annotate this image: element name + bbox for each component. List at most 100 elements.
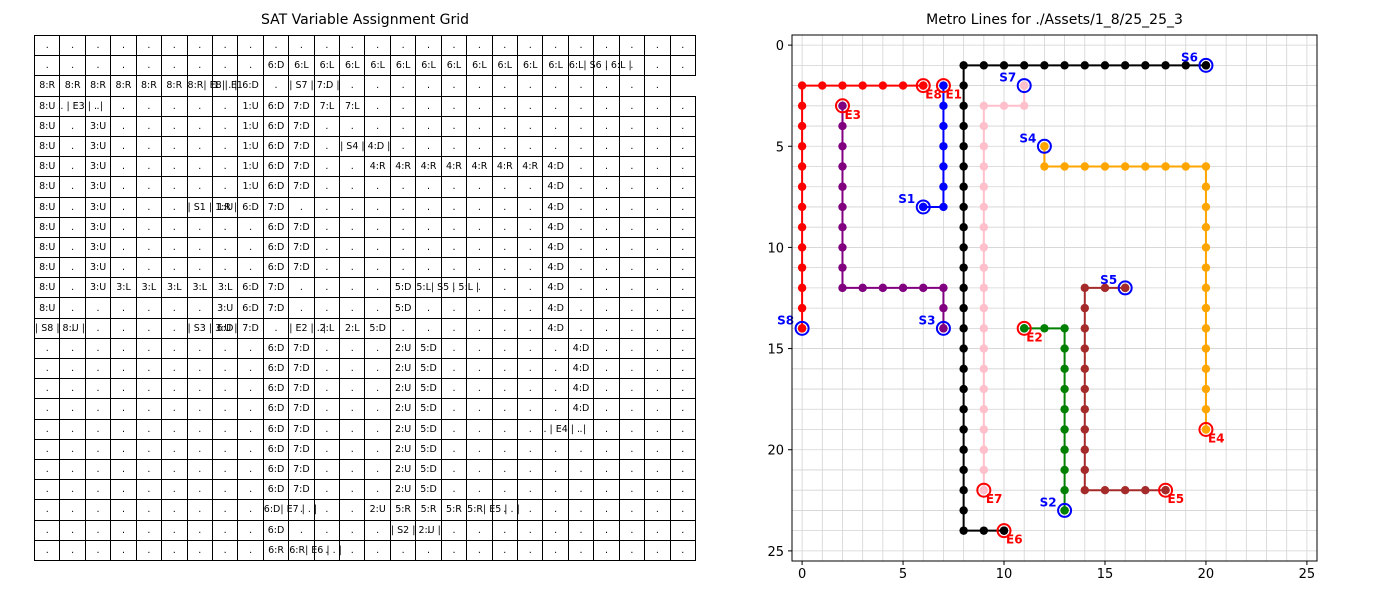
plot-frame	[791, 34, 1318, 562]
end-label: E1	[945, 88, 962, 102]
station-dot	[1080, 405, 1089, 414]
station-dot	[898, 81, 908, 90]
station-dot	[1201, 182, 1211, 191]
grid-row: 8:U. | E3 | . |...... 1:U 6:D 7:D 7:L 7:L....…	[33, 95, 697, 117]
station-dot	[1181, 162, 1190, 171]
station-dot	[1201, 162, 1211, 171]
station-dot	[1060, 324, 1069, 333]
station-dot	[1060, 405, 1069, 414]
station-dot	[797, 243, 807, 252]
start-marker	[1198, 57, 1214, 73]
start-marker	[1057, 502, 1073, 518]
station-dot	[838, 162, 847, 171]
station-dot	[1060, 445, 1069, 454]
station-dot	[1080, 324, 1089, 333]
station-dot	[1201, 222, 1211, 232]
station-dot	[939, 142, 948, 151]
grid-cell: .	[644, 539, 671, 562]
start-marker	[915, 199, 931, 215]
start-marker-fill	[1120, 283, 1130, 293]
start-label: S1	[898, 192, 915, 206]
station-dot	[939, 283, 948, 293]
end-marker-fill	[979, 485, 989, 495]
station-dot	[797, 182, 807, 191]
station-dot	[1020, 61, 1029, 70]
y-tick-label: 15	[767, 343, 784, 358]
station-dot	[979, 101, 989, 111]
station-dot	[1060, 425, 1069, 434]
station-dot	[959, 222, 968, 232]
station-dot	[979, 465, 989, 475]
x-tick-label: 20	[1198, 567, 1215, 582]
station-dot	[838, 142, 847, 151]
station-dot	[797, 303, 807, 313]
station-dot	[1201, 405, 1211, 414]
start-marker-fill	[1201, 61, 1211, 70]
station-dot	[979, 162, 989, 171]
station-dot	[1120, 485, 1130, 495]
station-dot	[838, 222, 847, 232]
grid-row: ......... 6:D 7:D... 2:U 5:D..........	[33, 438, 697, 460]
station-dot	[1080, 485, 1089, 495]
station-dot	[959, 101, 968, 111]
station-dot	[1201, 263, 1211, 272]
station-dot	[838, 243, 847, 252]
station-dot	[959, 364, 968, 374]
y-tick-label: 10	[767, 241, 784, 256]
station-dot	[959, 81, 968, 90]
end-marker	[935, 78, 951, 94]
station-dot	[1161, 162, 1170, 171]
grid-row: 8:U. 3:U... | S1 | 1:R | 1:U 6:D 7:D.........…	[33, 196, 697, 218]
station-dot	[1080, 445, 1089, 454]
end-label: E2	[1026, 330, 1043, 344]
start-marker-fill	[1040, 142, 1049, 151]
start-label: S3	[918, 313, 935, 327]
start-label: S5	[1100, 273, 1117, 287]
grid-cell: .	[669, 519, 697, 541]
grid-row: 8:U. 3:U...... 6:D 7:D......... 4:D.....	[33, 257, 697, 279]
station-dot	[1060, 162, 1069, 171]
end-marker	[915, 78, 931, 94]
station-dot	[919, 283, 928, 293]
station-dot	[838, 283, 847, 293]
station-dot	[1201, 344, 1211, 353]
station-dot	[898, 283, 908, 293]
grid-row: ......... 6:D.... | S2 | 2:U |...........	[33, 519, 697, 541]
station-dot	[979, 182, 989, 191]
start-marker-fill	[939, 324, 948, 333]
station-dot	[979, 142, 989, 151]
station-dot	[1141, 162, 1150, 171]
x-tick-label: 25	[1299, 567, 1316, 582]
station-dot	[939, 101, 948, 111]
station-dot	[959, 485, 968, 495]
end-label: E6	[1006, 533, 1023, 547]
station-dot	[959, 324, 968, 333]
station-dot	[1120, 162, 1130, 171]
station-dot	[1201, 324, 1211, 333]
station-dot	[979, 283, 989, 293]
station-dot	[1060, 465, 1069, 475]
start-label: S4	[1019, 131, 1036, 145]
station-dot	[1161, 61, 1170, 70]
grid-row: 8:U. 3:U..... 1:U 6:D 7:D...............	[33, 115, 697, 137]
station-dot	[939, 162, 948, 171]
start-marker-fill	[1020, 81, 1029, 90]
end-marker	[834, 98, 850, 114]
grid-row: 8:U. 3:U..... 1:U 6:D 7:D. | S4 | 4:D |......…	[33, 135, 697, 158]
x-tick-label: 15	[1097, 567, 1114, 582]
station-dot	[959, 303, 968, 313]
station-dot	[1080, 162, 1089, 171]
end-label: E4	[1208, 432, 1225, 446]
station-dot	[878, 81, 888, 90]
station-dot	[838, 121, 847, 131]
end-marker-fill	[838, 101, 847, 111]
station-dot	[838, 263, 847, 272]
end-label: E5	[1168, 492, 1185, 506]
station-dot	[1060, 344, 1069, 353]
grid-row: ......... 6:D| E7 | . |... 2:U 5:R 5:R 5:R 5:R…	[33, 499, 697, 521]
grid-row: 8:U. 3:U...... 6:D 7:D......... 4:D.....	[33, 216, 697, 238]
station-dot	[979, 263, 989, 272]
station-dot	[979, 344, 989, 353]
grid-row: ......... 6:R 6:R| E6 | . |...............	[33, 539, 697, 562]
grid-cell: .	[669, 55, 697, 77]
